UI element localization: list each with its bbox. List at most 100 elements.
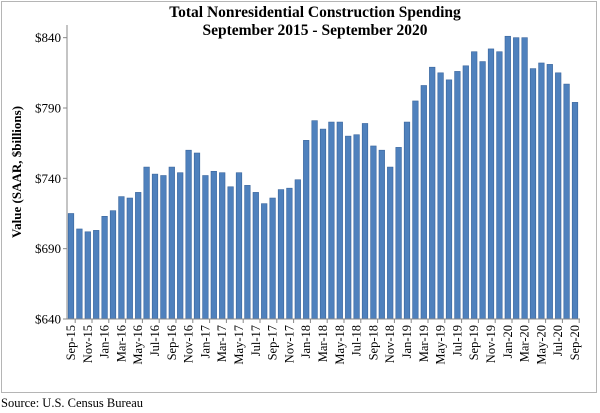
x-tick-label: Nov-15: [81, 325, 95, 363]
bar: [504, 35, 511, 320]
x-tick-label: Jan-20: [501, 325, 515, 358]
bar: [555, 72, 562, 320]
x-tick-label: Sep-16: [165, 325, 179, 360]
x-tick-label: Mar-19: [417, 325, 431, 362]
y-tick-label: $840: [35, 30, 61, 45]
x-tick-label: Nov-19: [484, 325, 498, 363]
bar: [143, 166, 150, 320]
x-tick-label: Jan-17: [198, 325, 212, 358]
x-tick-label: Sep-17: [266, 325, 280, 360]
chart-title: Total Nonresidential Construction Spendi…: [0, 4, 600, 40]
x-tick-label: Jul-20: [551, 325, 565, 356]
bar: [395, 147, 402, 320]
bar: [437, 72, 444, 320]
bar: [193, 152, 201, 320]
x-tick-label: Jan-19: [400, 325, 414, 358]
bar: [546, 64, 553, 320]
bar: [378, 149, 385, 320]
bar: [219, 172, 226, 320]
x-tick-label: Nov-18: [383, 325, 397, 363]
bar: [210, 170, 217, 320]
bar: [521, 37, 528, 320]
bar: [454, 71, 461, 320]
bar: [252, 192, 259, 320]
bar: [353, 134, 360, 320]
x-tick-label: May-19: [434, 325, 448, 365]
bar: [118, 196, 125, 320]
bar: [538, 62, 545, 320]
x-tick-label: Mar-16: [114, 325, 128, 362]
bar: [235, 172, 243, 320]
bar: [185, 149, 192, 320]
bar: [286, 187, 293, 320]
subtitle-line: September 2015 - September 2020: [202, 22, 428, 39]
bar: [529, 68, 537, 320]
bar: [76, 228, 83, 320]
x-tick-label: Jul-17: [249, 325, 263, 356]
x-tick-label: May-18: [333, 325, 347, 365]
x-tick-label: Mar-20: [518, 325, 532, 362]
x-tick-label: Jan-18: [299, 325, 313, 358]
bar: [471, 51, 478, 320]
bar: [126, 197, 133, 320]
x-tick-label: Mar-17: [215, 325, 229, 362]
bar: [311, 120, 318, 320]
x-tick-label: Jan-16: [98, 325, 112, 358]
bar: [361, 123, 369, 320]
bar: [261, 203, 268, 320]
bar: [328, 121, 335, 320]
bar: [319, 128, 327, 320]
bar: [101, 216, 108, 320]
x-tick-label: Sep-19: [467, 325, 481, 360]
x-tick-label: Jul-19: [450, 325, 464, 356]
bar: [487, 48, 495, 320]
bar: [496, 51, 503, 320]
bar: [177, 172, 184, 320]
bar: [93, 230, 100, 320]
bar: [135, 192, 142, 320]
bar: [151, 173, 159, 320]
bar: [227, 186, 234, 320]
bar: [462, 65, 469, 320]
bar: [420, 85, 427, 320]
x-tick-label: Nov-16: [182, 325, 196, 363]
y-tick-label: $690: [35, 241, 61, 256]
bar: [202, 175, 209, 320]
x-tick-label: Jul-16: [148, 325, 162, 356]
bar: [445, 79, 453, 320]
x-tick-label: Jul-18: [350, 325, 364, 356]
chart-frame: [1, 1, 597, 393]
y-tick-label: $640: [35, 312, 61, 327]
y-tick-label: $740: [35, 171, 61, 186]
source-note: Source: U.S. Census Bureau: [1, 396, 143, 410]
x-tick-label: Mar-18: [316, 325, 330, 362]
x-tick-label: May-20: [534, 325, 548, 365]
bar: [303, 140, 310, 320]
x-tick-label: Sep-18: [366, 325, 380, 360]
bar: [336, 121, 343, 320]
bar: [84, 231, 91, 320]
bar: [412, 100, 419, 320]
x-tick-label: Nov-17: [282, 325, 296, 363]
bar: [160, 175, 167, 320]
bar: [387, 166, 394, 320]
y-tick-label: $790: [35, 100, 61, 115]
bar: [67, 213, 75, 320]
bar: [269, 197, 276, 320]
bar: [429, 66, 436, 320]
bar: [563, 83, 570, 320]
bar: [277, 189, 285, 320]
bar: [479, 61, 486, 320]
x-tick-label: Sep-20: [568, 325, 582, 360]
x-tick-label: Sep-15: [64, 325, 78, 360]
bar: [571, 102, 579, 320]
bar: [370, 145, 377, 320]
bar: [403, 121, 411, 320]
bar: [345, 135, 352, 320]
bar: [168, 166, 175, 320]
bar: [109, 210, 117, 320]
bar: [294, 179, 301, 320]
bar: [244, 185, 251, 320]
x-tick-label: May-17: [232, 325, 246, 365]
